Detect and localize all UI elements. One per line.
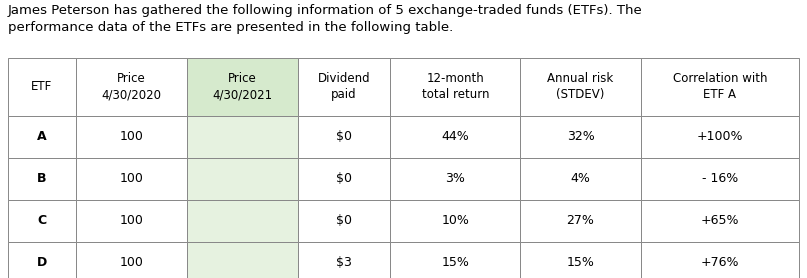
Bar [187, 242, 298, 278]
Text: $0: $0 [337, 130, 352, 143]
Bar [641, 58, 799, 116]
Bar [641, 158, 799, 200]
Text: 3%: 3% [445, 173, 465, 185]
Text: D: D [37, 257, 47, 269]
Text: ETF: ETF [31, 81, 52, 93]
Bar [298, 200, 391, 242]
Bar [76, 116, 187, 158]
Text: $0: $0 [337, 215, 352, 227]
Bar [187, 200, 298, 242]
Bar [187, 58, 298, 116]
Bar [391, 58, 521, 116]
Text: 32%: 32% [567, 130, 595, 143]
Text: 100: 100 [119, 215, 144, 227]
Bar [391, 116, 521, 158]
Bar [298, 58, 391, 116]
Bar [8, 58, 76, 116]
Bar [641, 116, 799, 158]
Bar [641, 242, 799, 278]
Text: Price
4/30/2021: Price 4/30/2021 [212, 73, 273, 101]
Text: Price
4/30/2020: Price 4/30/2020 [102, 73, 161, 101]
Bar [298, 242, 391, 278]
Bar [76, 200, 187, 242]
Text: 15%: 15% [567, 257, 595, 269]
Text: James Peterson has gathered the following information of 5 exchange-traded funds: James Peterson has gathered the followin… [8, 4, 642, 34]
Text: 100: 100 [119, 130, 144, 143]
Bar [521, 158, 641, 200]
Bar [298, 116, 391, 158]
Text: Correlation with
ETF A: Correlation with ETF A [673, 73, 767, 101]
Bar [8, 242, 76, 278]
Bar [521, 242, 641, 278]
Bar [187, 116, 298, 158]
Text: +65%: +65% [700, 215, 739, 227]
Text: $3: $3 [337, 257, 352, 269]
Bar [8, 158, 76, 200]
Text: +100%: +100% [696, 130, 743, 143]
Bar [391, 242, 521, 278]
Bar [298, 158, 391, 200]
Text: A: A [37, 130, 47, 143]
Text: $0: $0 [337, 173, 352, 185]
Bar [76, 58, 187, 116]
Bar [521, 116, 641, 158]
Text: Annual risk
(STDEV): Annual risk (STDEV) [547, 73, 613, 101]
Bar [8, 200, 76, 242]
Bar [187, 158, 298, 200]
Bar [76, 242, 187, 278]
Bar [521, 58, 641, 116]
Text: 100: 100 [119, 173, 144, 185]
Bar [391, 158, 521, 200]
Bar [641, 200, 799, 242]
Text: 27%: 27% [567, 215, 595, 227]
Bar [391, 200, 521, 242]
Bar [76, 158, 187, 200]
Bar [8, 116, 76, 158]
Text: B: B [37, 173, 47, 185]
Text: 4%: 4% [571, 173, 591, 185]
Text: Dividend
paid: Dividend paid [318, 73, 370, 101]
Text: - 16%: - 16% [702, 173, 738, 185]
Text: 100: 100 [119, 257, 144, 269]
Text: 44%: 44% [441, 130, 469, 143]
Text: C: C [37, 215, 47, 227]
Text: 12-month
total return: 12-month total return [421, 73, 489, 101]
Text: 15%: 15% [441, 257, 469, 269]
Text: +76%: +76% [700, 257, 739, 269]
Bar [521, 200, 641, 242]
Text: 10%: 10% [441, 215, 469, 227]
